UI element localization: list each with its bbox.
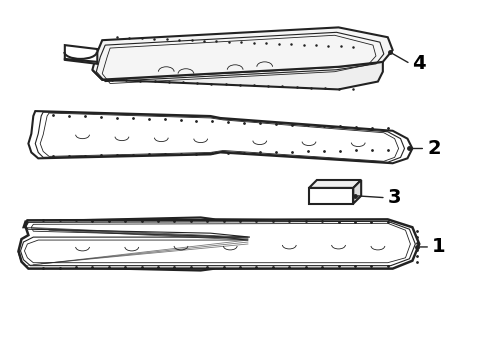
Polygon shape	[65, 45, 98, 64]
Polygon shape	[28, 111, 413, 163]
Text: 4: 4	[413, 54, 426, 73]
Polygon shape	[93, 62, 383, 89]
Polygon shape	[93, 27, 392, 80]
Polygon shape	[309, 180, 361, 188]
Text: 1: 1	[432, 238, 446, 256]
Text: 3: 3	[388, 188, 401, 207]
Text: 2: 2	[427, 139, 441, 158]
Polygon shape	[19, 219, 419, 269]
Polygon shape	[19, 217, 417, 271]
Polygon shape	[309, 188, 353, 204]
Polygon shape	[353, 180, 361, 204]
